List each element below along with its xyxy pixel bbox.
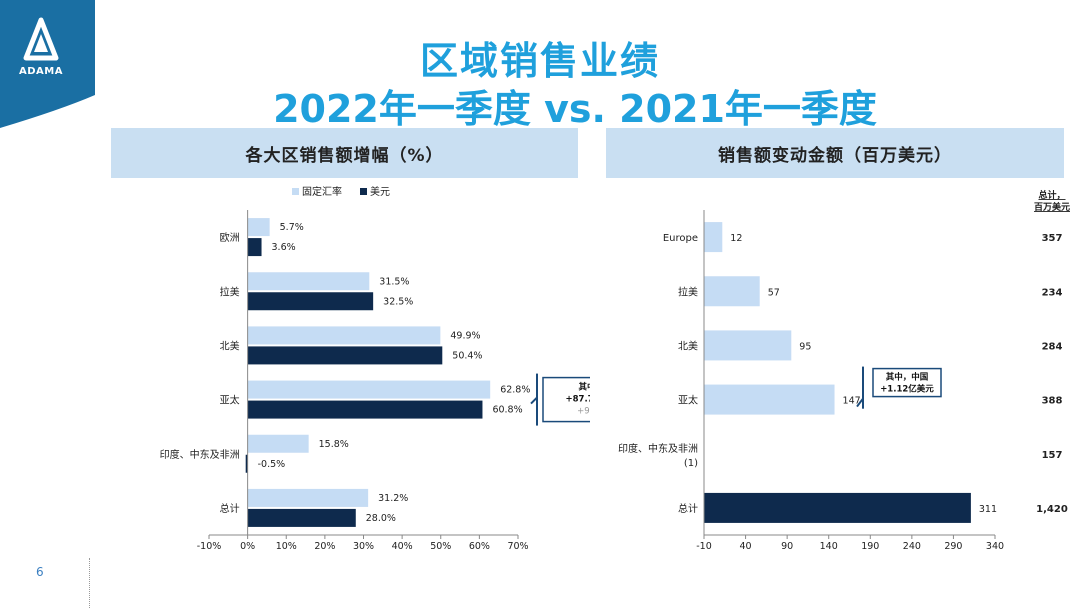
bar-fixed-fx bbox=[247, 272, 370, 291]
bar-fixed-fx bbox=[247, 434, 309, 453]
x-tick-label: -10% bbox=[197, 541, 222, 552]
bar-value-label: -0.5% bbox=[258, 459, 286, 470]
category-label: 拉美 bbox=[220, 285, 240, 298]
legend-label-0: 固定汇率 bbox=[302, 185, 342, 198]
category-label: 北美 bbox=[220, 339, 240, 352]
callout-line1: 其中，中国 bbox=[886, 372, 929, 383]
category-label: 拉美 bbox=[678, 285, 698, 298]
category-label: 总计 bbox=[220, 502, 240, 515]
totals-header: 总计， bbox=[1038, 189, 1065, 201]
x-tick-label: 340 bbox=[986, 541, 1004, 552]
bar-value-label: 31.5% bbox=[379, 276, 409, 287]
page-subtitle: 2022年一季度 vs. 2021年一季度 bbox=[273, 87, 877, 131]
china-callout bbox=[872, 367, 942, 398]
bar-value-label: 12 bbox=[730, 233, 742, 244]
legend-swatch-0 bbox=[292, 188, 299, 195]
x-tick-label: 20% bbox=[314, 541, 335, 552]
adama-logo bbox=[0, 0, 95, 128]
category-label: 欧洲 bbox=[220, 232, 240, 244]
bar-sales-change bbox=[704, 384, 835, 415]
bar-value-label: 60.8% bbox=[492, 405, 522, 416]
left-chart-title: 各大区销售额增幅（%） bbox=[111, 128, 578, 178]
bar-sales-change bbox=[704, 330, 792, 361]
chart-legend: 固定汇率 美元 bbox=[292, 185, 390, 198]
callout-line2: +87.7% 固定汇率; bbox=[566, 394, 590, 405]
bar-fixed-fx bbox=[247, 488, 369, 507]
bar-value-label: 49.9% bbox=[450, 330, 480, 341]
x-tick-label: 50% bbox=[430, 541, 451, 552]
bar-sales-change bbox=[704, 222, 723, 253]
bar-usd bbox=[247, 508, 356, 527]
total-value: 284 bbox=[1042, 341, 1063, 352]
right-chart-title: 销售额变动金额（百万美元） bbox=[606, 128, 1064, 178]
sales-change-bar-chart: 12 57 95 147 311 -10 40 90 140 190 240 290 340 Europ… bbox=[618, 189, 1070, 552]
footer-divider bbox=[89, 558, 90, 608]
category-label: 印度、中东及非洲 bbox=[160, 448, 240, 461]
callout-line1: 其中，中国： bbox=[578, 382, 590, 393]
bar-value-label: 311 bbox=[979, 504, 997, 515]
bar-usd bbox=[247, 292, 374, 311]
x-tick-label: 240 bbox=[903, 541, 921, 552]
callout-line3: +90.6% 美元 bbox=[577, 406, 590, 417]
category-label: 总计 bbox=[678, 502, 698, 515]
total-value: 1,420 bbox=[1036, 504, 1068, 515]
legend-swatch-1 bbox=[360, 188, 367, 195]
category-label: 亚太 bbox=[678, 394, 698, 407]
total-value: 234 bbox=[1042, 287, 1063, 298]
category-label: 印度、中东及非洲 bbox=[618, 442, 698, 455]
category-label: 亚太 bbox=[220, 394, 240, 407]
x-tick-label: 70% bbox=[507, 541, 528, 552]
bar-fixed-fx bbox=[247, 218, 270, 237]
x-tick-label: 190 bbox=[861, 541, 879, 552]
x-tick-label: 10% bbox=[276, 541, 297, 552]
x-tick-label: 0% bbox=[240, 541, 255, 552]
bar-value-label: 62.8% bbox=[500, 385, 530, 396]
bar-value-label: 57 bbox=[768, 287, 780, 298]
callout-line2: +1.12亿美元 bbox=[880, 384, 934, 395]
china-callout bbox=[542, 376, 590, 423]
bar-value-label: 95 bbox=[799, 341, 811, 352]
page-title: 区域销售业绩 bbox=[419, 39, 660, 83]
category-label: Europe bbox=[663, 233, 698, 244]
bar-usd bbox=[247, 400, 483, 419]
category-label: 北美 bbox=[678, 339, 698, 352]
bar-sales-change bbox=[704, 492, 971, 523]
bar-fixed-fx bbox=[247, 380, 491, 399]
total-value: 357 bbox=[1042, 233, 1063, 244]
bar-value-label: 32.5% bbox=[383, 296, 413, 307]
bar-value-label: 147 bbox=[843, 396, 861, 407]
x-tick-label: -10 bbox=[696, 541, 712, 552]
category-footnote: (1) bbox=[684, 458, 698, 469]
brand-name: ADAMA bbox=[19, 66, 63, 77]
bar-usd bbox=[247, 346, 443, 365]
bar-fixed-fx bbox=[247, 326, 441, 345]
legend-label-1: 美元 bbox=[370, 185, 390, 198]
bar-value-label: 28.0% bbox=[366, 513, 396, 524]
bar-value-label: 50.4% bbox=[452, 350, 482, 361]
x-tick-label: 40 bbox=[740, 541, 752, 552]
x-tick-label: 30% bbox=[353, 541, 374, 552]
bar-usd bbox=[245, 454, 248, 473]
x-tick-label: 40% bbox=[392, 541, 413, 552]
x-tick-label: 290 bbox=[944, 541, 962, 552]
x-tick-label: 60% bbox=[469, 541, 490, 552]
bar-value-label: 31.2% bbox=[378, 493, 408, 504]
bar-sales-change bbox=[704, 276, 760, 307]
x-tick-label: 140 bbox=[820, 541, 838, 552]
bar-usd bbox=[247, 238, 262, 257]
total-value: 388 bbox=[1042, 396, 1063, 407]
bar-value-label: 15.8% bbox=[319, 439, 349, 450]
totals-header-unit: 百万美元 bbox=[1034, 201, 1070, 213]
total-value: 157 bbox=[1042, 450, 1063, 461]
page-number: 6 bbox=[36, 565, 44, 579]
growth-bar-chart: 固定汇率 美元 5.7% 3.6% 31.5% 32.5% 49.9% 50.4% 62.8%… bbox=[160, 185, 590, 552]
bar-value-label: 5.7% bbox=[280, 222, 304, 233]
bar-value-label: 3.6% bbox=[272, 242, 296, 253]
x-tick-label: 90 bbox=[781, 541, 793, 552]
